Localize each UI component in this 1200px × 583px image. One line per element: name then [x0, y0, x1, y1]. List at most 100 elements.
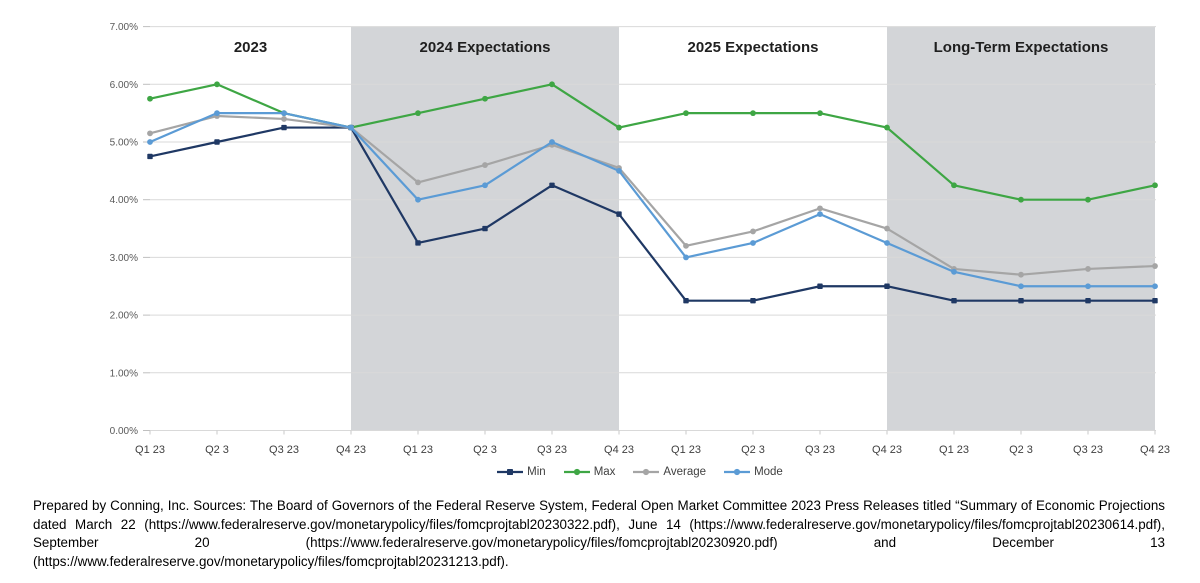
- data-point-marker: [1018, 196, 1024, 203]
- data-point-marker: [482, 225, 488, 232]
- data-point-marker: [281, 110, 287, 117]
- data-point-marker: [616, 124, 622, 131]
- legend-label-min: Min: [527, 466, 546, 478]
- section-title-long-term-expectations: Long-Term Expectations: [934, 39, 1109, 56]
- y-axis-label: 4.00%: [110, 195, 138, 206]
- data-point-marker: [884, 124, 890, 131]
- legend-item-min: Min: [497, 466, 546, 478]
- data-point-marker: [549, 182, 555, 188]
- data-point-marker: [1018, 297, 1024, 304]
- x-axis-label: Q2 3: [205, 444, 229, 456]
- x-axis-label: Q4 23: [872, 444, 902, 456]
- source-note-line: September 20 (https://www.federalreserve…: [33, 535, 1165, 551]
- data-point-marker: [281, 116, 287, 122]
- series-line-mode: [148, 112, 1157, 288]
- data-point-marker: [750, 297, 756, 304]
- legend-label-average: Average: [663, 466, 707, 478]
- x-axis-label: Q4 23: [604, 444, 634, 456]
- data-point-marker: [616, 167, 622, 174]
- source-note-line: Prepared by Conning, Inc. Sources: The B…: [33, 498, 1165, 513]
- legend-item-max: Max: [563, 466, 616, 478]
- legend-item-average: Average: [633, 466, 706, 478]
- data-point-marker: [951, 268, 957, 275]
- x-axis-label: Q2 3: [473, 444, 497, 456]
- legend-swatch-mode: [724, 468, 751, 476]
- data-point-marker: [884, 283, 890, 289]
- data-point-marker: [1152, 263, 1158, 269]
- legend-item-mode: Mode: [724, 466, 783, 478]
- data-point-marker: [482, 182, 488, 189]
- data-point-marker: [147, 130, 153, 137]
- data-point-marker: [951, 182, 957, 189]
- legend-label-mode: Mode: [754, 466, 783, 478]
- chart-legend: Min Max Average Mode: [0, 466, 1200, 478]
- legend-swatch-min: [497, 469, 524, 475]
- y-axis-label: 5.00%: [110, 138, 138, 149]
- x-axis-label: Q2 3: [1009, 444, 1033, 456]
- y-axis-label: 1.00%: [110, 368, 138, 379]
- x-axis-label: Q4 23: [1140, 444, 1170, 456]
- x-axis-label: Q1 23: [135, 444, 165, 456]
- data-point-marker: [817, 205, 823, 212]
- data-point-marker: [482, 162, 488, 168]
- data-point-marker: [549, 81, 555, 88]
- x-axis-label: Q3 23: [1073, 444, 1103, 456]
- series-line-min: [148, 126, 1157, 302]
- legend-swatch-max: [563, 468, 590, 476]
- data-point-marker: [1085, 196, 1091, 203]
- data-point-marker: [482, 95, 488, 102]
- data-point-marker: [1152, 297, 1158, 304]
- data-point-marker: [214, 110, 220, 117]
- data-point-marker: [1152, 283, 1158, 290]
- data-point-marker: [750, 110, 756, 117]
- data-point-marker: [147, 153, 153, 160]
- y-axis-label: 0.00%: [110, 426, 138, 437]
- section-band-long-term-expectations: [887, 26, 1155, 431]
- data-point-marker: [415, 179, 421, 186]
- data-point-marker: [415, 110, 421, 117]
- data-point-marker: [214, 139, 220, 145]
- source-note: Prepared by Conning, Inc. Sources: The B…: [33, 497, 1165, 571]
- data-point-marker: [348, 124, 354, 131]
- data-point-marker: [884, 240, 890, 246]
- data-point-marker: [415, 240, 421, 246]
- x-axis-label: Q4 23: [336, 444, 366, 456]
- data-point-marker: [147, 95, 153, 102]
- y-axis-label: 3.00%: [110, 253, 138, 264]
- legend-swatch-average: [633, 468, 660, 476]
- x-axis-label: Q1 23: [403, 444, 433, 456]
- fed-projections-chart: 2023 2024 Expectations 2025 Expectations Lo…: [110, 22, 1170, 456]
- series-line-average: [148, 114, 1157, 276]
- x-axis-label: Q3 23: [537, 444, 567, 456]
- y-axis-label: 7.00%: [110, 22, 138, 33]
- x-axis-label: Q3 23: [805, 444, 835, 456]
- y-axis-label: 6.00%: [110, 80, 138, 91]
- data-point-marker: [616, 211, 622, 217]
- series-markers-min: [147, 124, 1158, 304]
- data-point-marker: [750, 240, 756, 246]
- data-point-marker: [1018, 283, 1024, 290]
- data-point-marker: [147, 139, 153, 145]
- data-point-marker: [281, 124, 287, 131]
- data-point-marker: [214, 81, 220, 88]
- data-point-marker: [817, 110, 823, 117]
- data-point-marker: [683, 254, 689, 261]
- data-point-marker: [1018, 271, 1024, 278]
- source-note-line: (https://www.federalreserve.gov/monetary…: [33, 553, 509, 569]
- source-note-line: dated March 22 (https://www.federalreser…: [33, 516, 1165, 532]
- data-point-marker: [817, 283, 823, 289]
- x-axis-label: Q3 23: [269, 444, 299, 456]
- legend-label-max: Max: [593, 466, 616, 478]
- data-point-marker: [750, 228, 756, 235]
- data-point-marker: [951, 297, 957, 304]
- section-title-2023: 2023: [234, 39, 267, 56]
- series-markers-mode: [147, 110, 1158, 290]
- data-point-marker: [683, 110, 689, 117]
- data-point-marker: [1085, 283, 1091, 290]
- data-point-marker: [415, 196, 421, 203]
- data-point-marker: [549, 139, 555, 145]
- data-point-marker: [1085, 266, 1091, 272]
- data-point-marker: [1152, 182, 1158, 189]
- data-point-marker: [817, 211, 823, 218]
